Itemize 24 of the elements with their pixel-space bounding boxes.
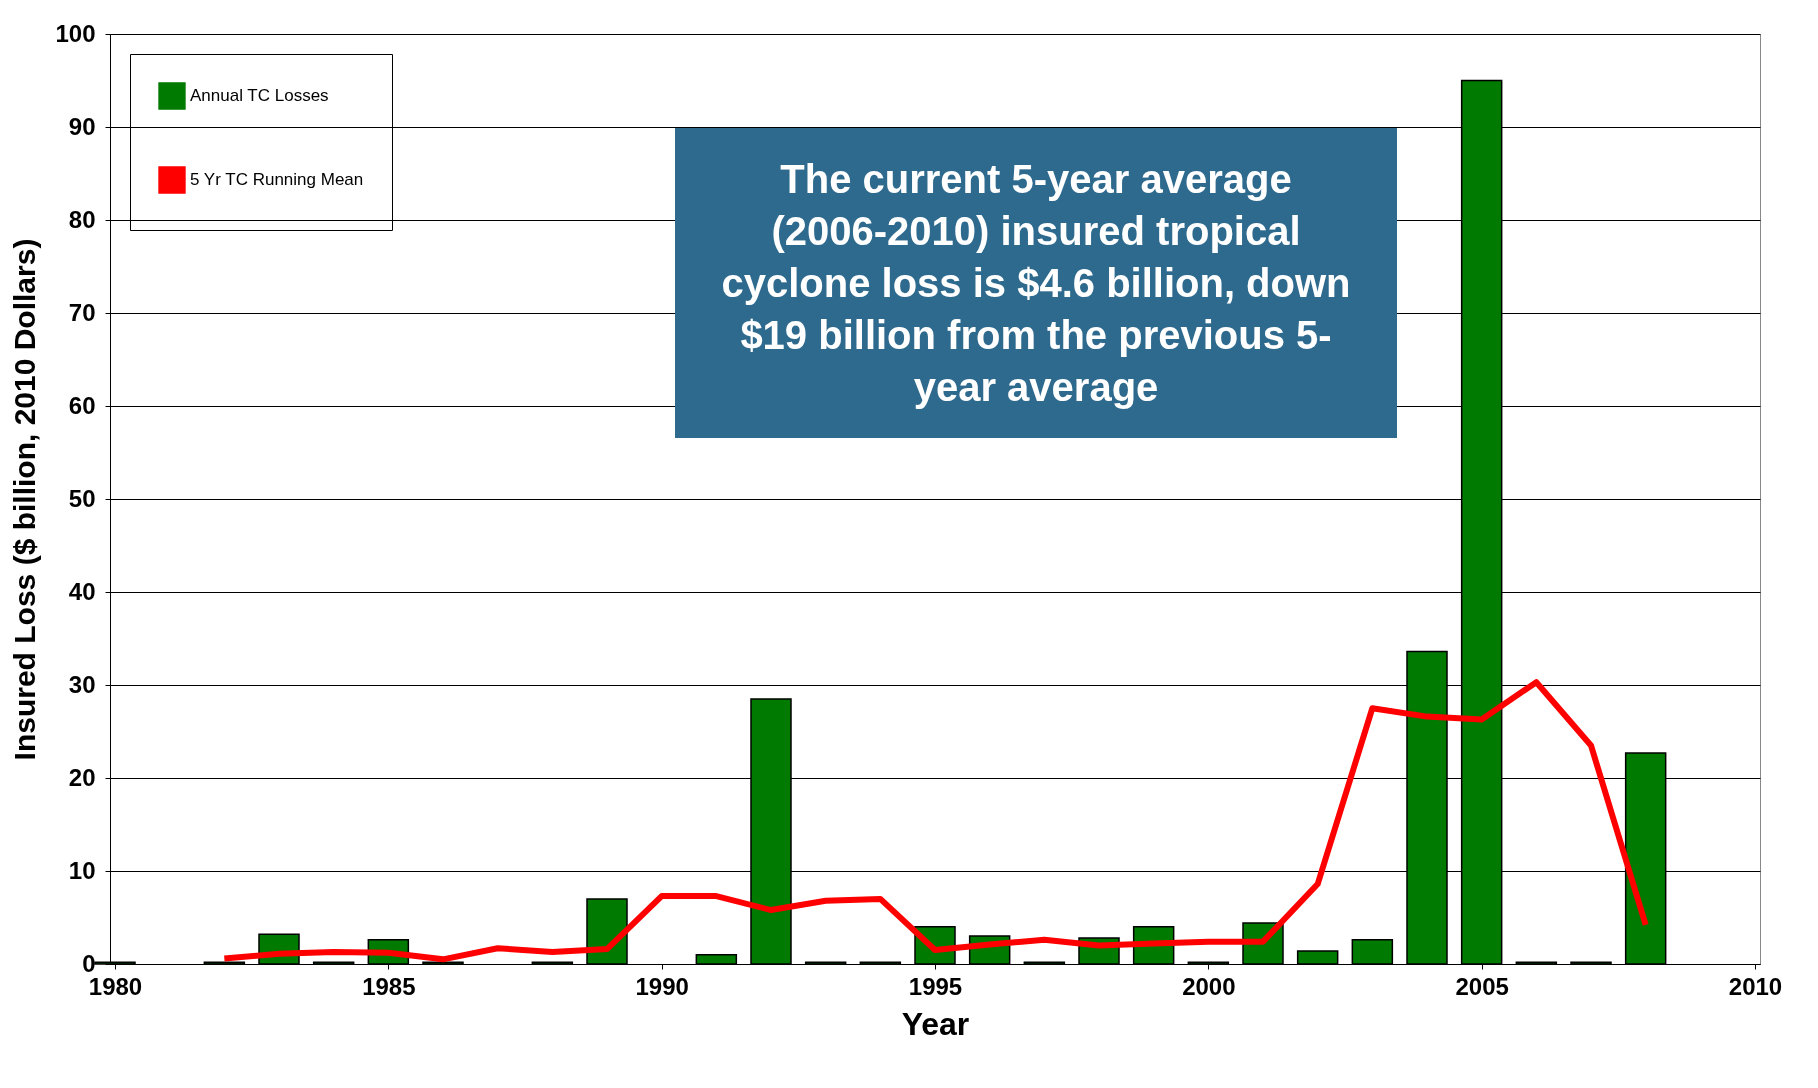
callout-box: The current 5-year average (2006-2010) insured tropical cyclone loss is $4.6 billion, down $19 billion from the previous 5-year average [675,128,1397,438]
y-tick-label: 70 [68,298,96,326]
x-tick-label: 2000 [1182,972,1236,1000]
y-tick-label: 50 [68,484,96,512]
x-tick-label: 1995 [908,972,963,1000]
y-tick-label: 80 [68,205,96,233]
bar [695,953,738,965]
y-tick-label: 100 [55,19,96,47]
y-tick-label: 10 [68,856,96,884]
x-tick-label: 1985 [362,972,416,1000]
y-tick-label: 20 [68,763,96,791]
legend-label: 5 Yr TC Running Mean [190,170,364,189]
x-tick-label: 2005 [1455,972,1509,1000]
y-tick-label: 60 [68,391,96,419]
y-tick-label: 90 [68,112,96,140]
y-axis-title: Insured Loss ($ billion, 2010 Dollars) [8,238,42,761]
legend-label: Annual TC Losses [190,86,329,105]
x-axis-title: Year [901,1005,970,1042]
y-tick-label: 30 [68,670,96,698]
x-tick-label: 1990 [635,972,689,1000]
x-tick-label: 2010 [1728,972,1783,1000]
bar [1296,950,1339,965]
y-tick-label: 40 [68,577,96,605]
bar [1351,939,1394,965]
